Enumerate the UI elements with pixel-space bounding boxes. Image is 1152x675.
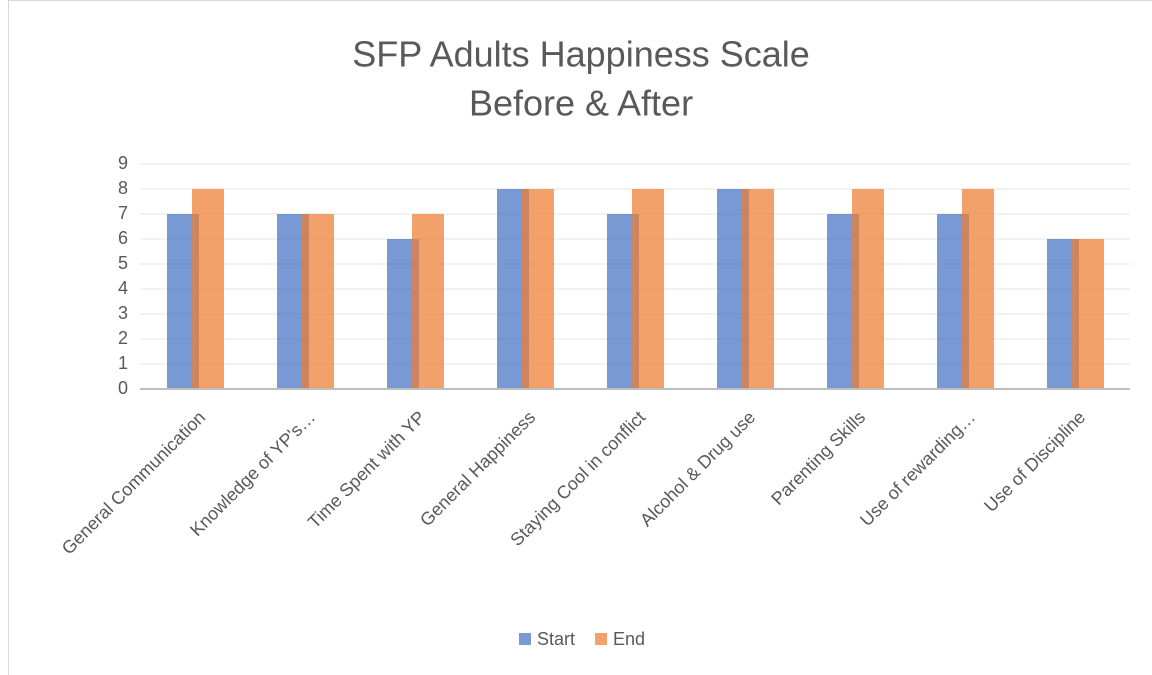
- bar: [302, 214, 334, 389]
- y-tick-label: 4: [118, 278, 128, 298]
- y-tick-label: 0: [118, 378, 128, 398]
- y-tick-label: 6: [118, 228, 128, 248]
- bar: [412, 214, 444, 389]
- y-tick-label: 7: [118, 203, 128, 223]
- bar: [632, 189, 664, 389]
- legend-label: End: [613, 629, 645, 649]
- chart-title: Before & After: [469, 83, 693, 124]
- legend-swatch: [519, 633, 531, 645]
- bar: [742, 189, 774, 389]
- bar: [522, 189, 554, 389]
- bar: [192, 189, 224, 389]
- legend-label: Start: [537, 629, 575, 649]
- y-tick-label: 3: [118, 303, 128, 323]
- bar: [852, 189, 884, 389]
- y-tick-label: 1: [118, 353, 128, 373]
- y-tick-label: 8: [118, 178, 128, 198]
- bar: [1072, 239, 1104, 389]
- y-tick-label: 5: [118, 253, 128, 273]
- chart-title: SFP Adults Happiness Scale: [352, 34, 810, 75]
- legend-swatch: [595, 633, 608, 645]
- y-tick-label: 9: [118, 153, 128, 173]
- bar: [962, 189, 994, 389]
- y-tick-label: 2: [118, 328, 128, 348]
